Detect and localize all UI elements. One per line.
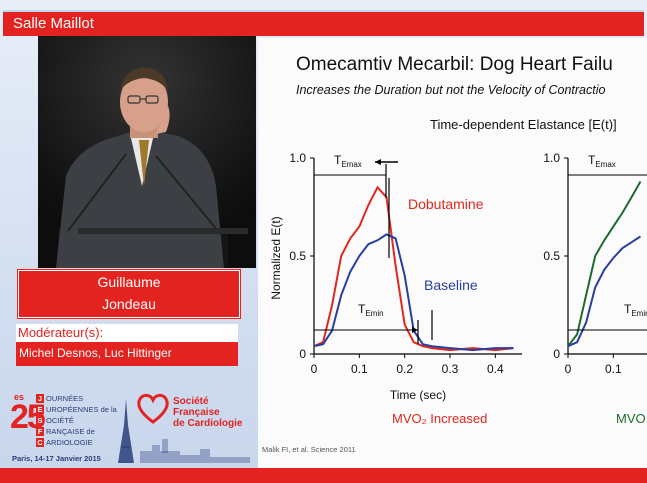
slide-canvas: Omecamtiv Mecarbil: Dog Heart Failu Incr… [262, 54, 647, 454]
right-axis-ticks: 0 0.5 1.0 0 0.1 [543, 151, 622, 376]
jesfc-line-3: S OCIÉTÉ [36, 416, 74, 425]
room-title: Salle Maillot [13, 15, 94, 32]
right-x-tick-label: 0 [565, 362, 572, 376]
left-y-tick-label: 0.5 [289, 249, 306, 263]
jesfc-line-2: E UROPÉENNES de la [36, 405, 117, 414]
right-temax-label: TEmax [588, 153, 616, 169]
left-x-tick-label: 0.4 [487, 362, 504, 376]
jesfc-line-1: J OURNÉES [36, 394, 84, 403]
left-x-tick-label: 0.3 [442, 362, 459, 376]
temax-arrowhead [375, 159, 381, 165]
left-x-tick-label: 0.2 [396, 362, 413, 376]
baseline-line [313, 233, 514, 352]
speaker-last-name: Jondeau [102, 296, 156, 312]
bottom-bar [0, 468, 647, 483]
right-footer: MVO [616, 411, 646, 426]
right-baseline-line [567, 235, 642, 348]
slide-title: Omecamtiv Mecarbil: Dog Heart Failu [296, 54, 613, 75]
dobutamine-label: Dobutamine [408, 196, 484, 212]
citation: Malik FI, et al. Science 2011 [262, 445, 356, 454]
omecamtiv-line [567, 181, 642, 347]
speaker-name-box: Guillaume Jondeau [18, 270, 240, 318]
left-y-tick-label: 1.0 [289, 151, 306, 165]
slide-subtitle: Increases the Duration but not the Veloc… [296, 83, 605, 97]
left-y-label: Normalized E(t) [269, 216, 283, 299]
left-x-tick-label: 0 [311, 362, 318, 376]
right-y-tick-label: 0.5 [543, 249, 560, 263]
speaker-first-name: Guillaume [97, 274, 161, 290]
sfc-text: Société Française de Cardiologie [173, 396, 243, 429]
left-axis-ticks: 0 0.5 1.0 0 0.1 0.2 0.3 0.4 [289, 151, 504, 376]
room-title-bar: Salle Maillot [3, 10, 644, 36]
temin-arrowhead [412, 327, 418, 333]
presentation-slide: Omecamtiv Mecarbil: Dog Heart Failu Incr… [258, 38, 647, 468]
dobutamine-line [313, 185, 514, 352]
temin-label: TEmin [358, 302, 384, 318]
moderators-label: Modérateur(s): [16, 324, 238, 342]
congress-dates: Paris, 14-17 Janvier 2015 [12, 454, 101, 463]
paris-skyline-graphic [118, 399, 250, 463]
congress-suffix: es [14, 392, 25, 402]
speaker-image [38, 68, 256, 268]
left-footer: MVO₂ Increased [392, 411, 487, 426]
moderators-names: Michel Desnos, Luc Hittinger [16, 342, 238, 366]
heart-icon [137, 393, 169, 424]
jesfc-logo: 25 es J OURNÉES E UROPÉENNES de la S OCIÉTÉ… [10, 392, 117, 463]
chart-header: Time-dependent Elastance [E(t)] [430, 117, 617, 132]
sfc-logo: Société Française de Cardiologie [135, 390, 245, 430]
right-y-tick-label: 0 [553, 347, 560, 361]
left-y-tick-label: 0 [299, 347, 306, 361]
right-x-tick-label: 0.1 [605, 362, 622, 376]
temax-label: TEmax [334, 153, 362, 169]
left-x-label: Time (sec) [390, 388, 446, 402]
speaker-video [38, 36, 256, 268]
left-x-tick-label: 0.1 [351, 362, 368, 376]
right-y-tick-label: 1.0 [543, 151, 560, 165]
jesfc-line-4: F RANÇAISE de [36, 427, 95, 436]
baseline-label: Baseline [424, 277, 478, 293]
right-temin-label: TEmin [624, 302, 647, 318]
jesfc-line-5: C ARDIOLOGIE [36, 438, 93, 447]
